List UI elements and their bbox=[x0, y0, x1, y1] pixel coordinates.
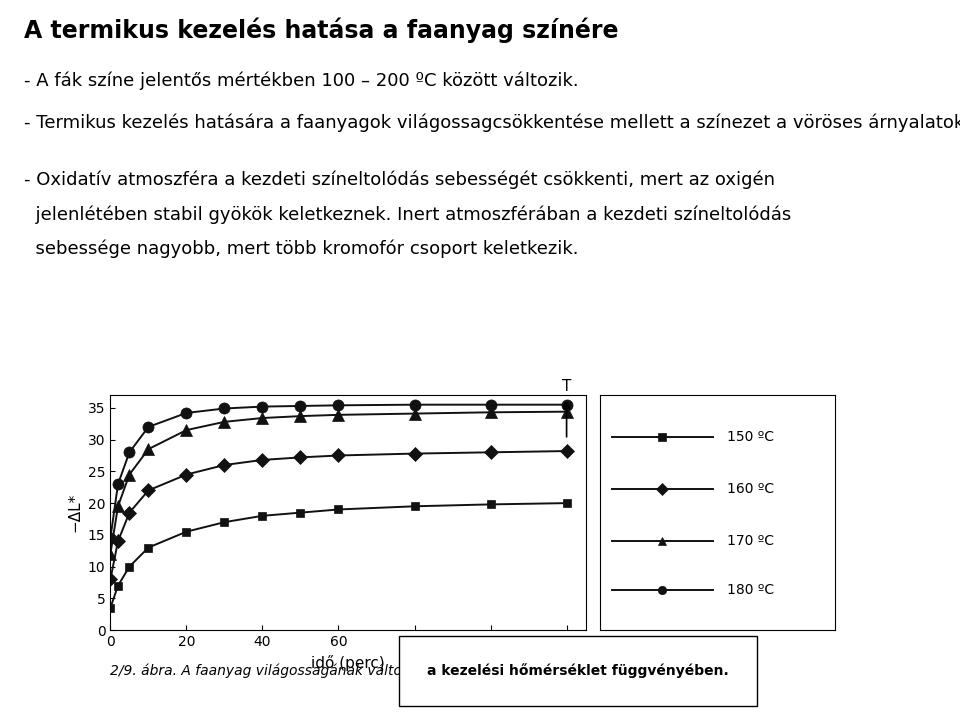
Text: 170 ºC: 170 ºC bbox=[727, 534, 774, 548]
Y-axis label: −ΔL*: −ΔL* bbox=[67, 493, 83, 533]
Text: 150 ºC: 150 ºC bbox=[727, 431, 774, 444]
Text: jelenlétében stabil gyökök keletkeznek. Inert atmoszférában a kezdeti színeltoló: jelenlétében stabil gyökök keletkeznek. … bbox=[24, 205, 791, 224]
Text: 180 ºC: 180 ºC bbox=[727, 583, 774, 597]
Text: - Oxidatív atmoszféra a kezdeti színeltolódás sebességét csökkenti, mert az oxig: - Oxidatív atmoszféra a kezdeti színelto… bbox=[24, 171, 775, 189]
Text: A termikus kezelés hatása a faanyag színére: A termikus kezelés hatása a faanyag szín… bbox=[24, 18, 618, 43]
Text: - Termikus kezelés hatására a faanyagok világossagcsökkentése mellett a színezet: - Termikus kezelés hatására a faanyagok … bbox=[24, 114, 960, 132]
Text: - A fák színe jelentős mértékben 100 – 200 ºC között változik.: - A fák színe jelentős mértékben 100 – 2… bbox=[24, 71, 579, 90]
Text: a kezelési hőmérséklet függvényében.: a kezelési hőmérséklet függvényében. bbox=[427, 664, 729, 679]
Text: 2/9. ábra. A faanyag világossagának változása: 2/9. ábra. A faanyag világossagának vált… bbox=[110, 664, 439, 678]
X-axis label: idő (perc): idő (perc) bbox=[311, 654, 385, 671]
Text: 160 ºC: 160 ºC bbox=[727, 482, 774, 496]
Text: T: T bbox=[562, 379, 571, 394]
Text: sebessége nagyobb, mert több kromofór csoport keletkezik.: sebessége nagyobb, mert több kromofór cs… bbox=[24, 239, 579, 258]
